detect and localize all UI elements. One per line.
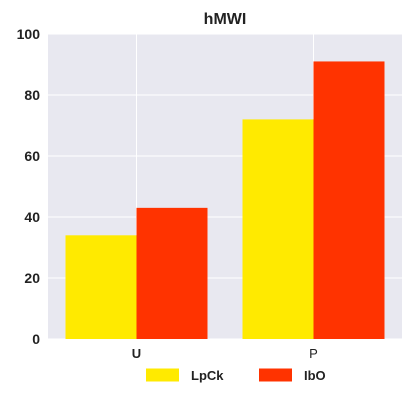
legend-label-lpck: LpCk [191, 368, 224, 383]
y-tick-label: 20 [24, 270, 40, 286]
chart-title: hMWI [204, 11, 247, 28]
y-tick-label: 40 [24, 209, 40, 225]
bar-ibo-u [136, 207, 208, 339]
legend-swatch-lpck [146, 368, 179, 382]
y-tick-label: 0 [32, 331, 40, 347]
x-tick-label: P [309, 346, 318, 361]
y-tick-label: 80 [24, 87, 40, 103]
y-axis-ticks: 0 20 40 60 80 100 [17, 26, 41, 347]
legend-swatch-ibo [259, 368, 292, 382]
x-tick-label: U [132, 346, 141, 361]
legend-label-ibo: IbO [304, 368, 326, 383]
bar-lpck-p [242, 119, 314, 340]
bars [65, 61, 385, 340]
y-tick-label: 100 [17, 26, 41, 42]
bar-ibo-p [313, 61, 385, 339]
bar-lpck-u [65, 235, 137, 339]
legend: LpCk IbO [146, 368, 326, 383]
y-tick-label: 60 [24, 148, 40, 164]
